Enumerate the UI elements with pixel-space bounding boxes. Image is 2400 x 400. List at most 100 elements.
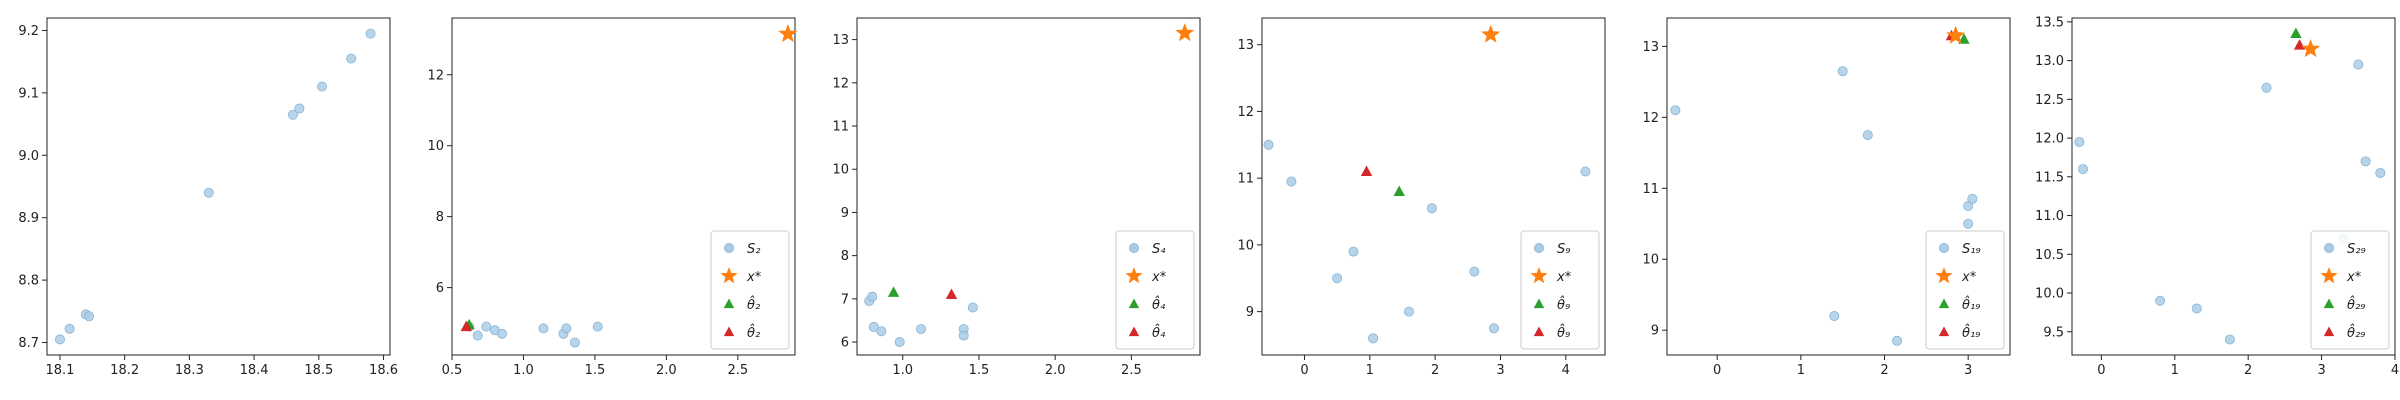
- y-tick-label: 6: [841, 336, 849, 351]
- legend-label: θ̂₄: [1152, 296, 1166, 313]
- sample-point: [868, 321, 879, 332]
- legend-red-marker: [723, 326, 735, 337]
- sample-point: [876, 326, 887, 337]
- estimate-red-triangle: [2293, 39, 2306, 50]
- sample-point: [84, 311, 95, 322]
- sample-point: [1469, 266, 1480, 277]
- y-tick-label: 13.0: [2035, 54, 2064, 69]
- y-tick-label: 9.5: [2043, 325, 2064, 340]
- sample-point: [916, 324, 927, 335]
- sample-point: [1670, 105, 1681, 116]
- sample-point: [54, 334, 65, 345]
- sample-point: [294, 103, 305, 114]
- axes-frame: [2071, 17, 2396, 356]
- x-tick-label: 1.5: [585, 363, 606, 378]
- legend: S₁₉ x* θ̂₁₉ θ̂₁₉: [1925, 230, 2005, 350]
- legend-green-marker: [1533, 298, 1545, 309]
- x-tick-label: 1: [1366, 363, 1374, 378]
- legend-label: S₄: [1152, 242, 1166, 257]
- axes-frame: [451, 17, 796, 356]
- x-tick-label: 18.4: [240, 363, 269, 378]
- y-tick-label: 11: [832, 120, 849, 135]
- x-tick-label: 18.1: [45, 363, 74, 378]
- sample-point: [958, 330, 969, 341]
- sample-point: [867, 291, 878, 302]
- legend-point-marker: [1939, 242, 1950, 253]
- legend-label: x*: [1151, 270, 1167, 285]
- sample-point: [1967, 193, 1978, 204]
- y-tick-label: 8.8: [18, 274, 39, 289]
- optimum-star: [778, 24, 798, 43]
- y-tick-label: 9.0: [18, 149, 39, 164]
- legend-red-marker: [2323, 326, 2335, 337]
- y-tick-label: 10: [1642, 253, 1659, 268]
- sample-point: [365, 28, 376, 39]
- legend-star-marker: [1935, 267, 1953, 284]
- legend-label: θ̂₉: [1557, 296, 1570, 313]
- optimum-star: [1175, 23, 1195, 42]
- legend-label: θ̂₉: [1557, 324, 1570, 341]
- legend-red-marker: [1938, 326, 1950, 337]
- axes-frame: [1666, 17, 2011, 356]
- x-tick-label: 0: [2097, 363, 2105, 378]
- sample-point: [2078, 164, 2089, 175]
- y-tick-label: 10: [427, 139, 444, 154]
- axes-frame: [46, 17, 391, 356]
- legend-label: θ̂₂: [747, 324, 760, 341]
- sample-point: [2155, 295, 2166, 306]
- legend-green-marker: [1128, 298, 1140, 309]
- y-tick-label: 10: [832, 163, 849, 178]
- legend-label: x*: [1556, 270, 1572, 285]
- x-tick-label: 3: [1964, 363, 1972, 378]
- sample-point: [64, 323, 75, 334]
- optimum-star: [1481, 24, 1501, 43]
- estimate-green-triangle: [1958, 33, 1970, 44]
- y-tick-label: 10.5: [2035, 248, 2064, 263]
- sample-point: [538, 323, 549, 334]
- estimate-green-triangle: [2290, 27, 2302, 38]
- sample-point: [481, 321, 492, 332]
- legend-label: x*: [1961, 270, 1977, 285]
- sample-point: [569, 337, 580, 348]
- sample-point: [561, 323, 572, 334]
- x-tick-label: 1: [1797, 363, 1805, 378]
- sample-point: [1829, 310, 1840, 321]
- legend-point-marker: [2323, 242, 2334, 253]
- subplot-1: 18.1 18.2 18.3 18.4 18.5 18.6 8.7 8.8 8.9 9.0 9.1 9…: [18, 17, 398, 378]
- legend-label: θ̂₄: [1152, 324, 1166, 341]
- sample-point: [2261, 82, 2272, 93]
- legend-star-marker: [720, 267, 738, 284]
- y-tick-label: 7: [841, 292, 849, 307]
- legend-point-marker: [1129, 242, 1140, 253]
- legend-label: θ̂₂₉: [2347, 296, 2365, 313]
- sample-point: [2360, 156, 2371, 167]
- y-tick-label: 9: [1651, 324, 1659, 339]
- sample-point: [287, 109, 298, 120]
- y-tick-label: 8: [436, 210, 444, 225]
- legend-box: [710, 230, 790, 350]
- sample-point: [1368, 333, 1379, 344]
- sample-point: [1348, 246, 1359, 257]
- sample-point: [1426, 203, 1437, 214]
- sample-point: [497, 328, 508, 339]
- legend-label: S₁₉: [1962, 242, 1981, 257]
- y-tick-label: 11.5: [2035, 170, 2064, 185]
- x-tick-label: 2: [1880, 363, 1888, 378]
- axes-frame: [856, 17, 1201, 356]
- legend-label: x*: [746, 270, 762, 285]
- y-tick-label: 12.0: [2035, 132, 2064, 147]
- x-tick-label: 1.5: [969, 363, 990, 378]
- sample-point: [1332, 273, 1343, 284]
- x-tick-label: 3: [2317, 363, 2325, 378]
- subplot-3: 1.0 1.5 2.0 2.5 6 7 8 9 10 11 12 13 S₄ x* θ̂₄ θ̂₄: [832, 17, 1201, 378]
- legend-box: [1520, 230, 1600, 350]
- y-tick-label: 8: [841, 249, 849, 264]
- legend-box: [1925, 230, 2005, 350]
- legend-star-marker: [1530, 267, 1548, 284]
- y-tick-label: 11: [1237, 172, 1254, 187]
- estimate-green-triangle: [1393, 185, 1405, 197]
- sample-point: [2375, 167, 2386, 178]
